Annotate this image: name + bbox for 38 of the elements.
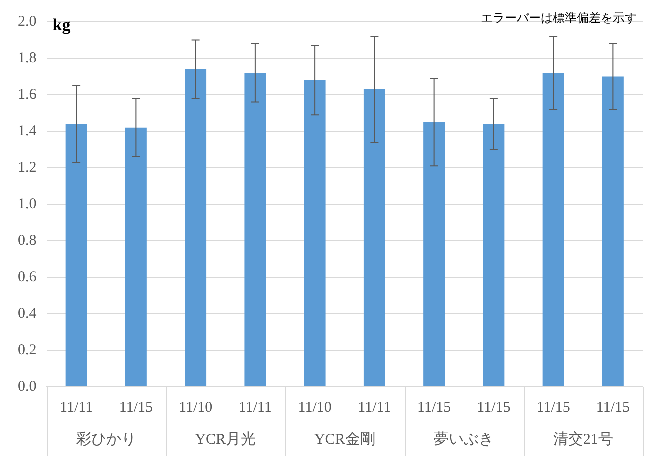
text: YCR金剛 — [314, 430, 376, 448]
bar — [244, 73, 266, 386]
x-tick-label: 11/15 — [596, 400, 630, 416]
bar — [66, 124, 88, 386]
x-tick-label: 11/11 — [238, 400, 272, 416]
x-tick-label: 11/10 — [298, 400, 332, 416]
x-tick-label: 11/15 — [536, 400, 570, 416]
y-tick-label: 1.0 — [18, 196, 37, 212]
x-tick-label: 11/11 — [60, 400, 94, 416]
x-tick-label: 11/15 — [477, 400, 511, 416]
bar — [424, 122, 446, 386]
text: 清交21号 — [553, 430, 614, 448]
y-axis-title: kg — [52, 15, 72, 34]
text: YCR月光 — [195, 430, 256, 448]
bar — [125, 128, 147, 386]
annotation: エラーバーは標準偏差を示す — [481, 11, 637, 26]
y-tick-label: 0.8 — [18, 232, 37, 249]
y-tick-label: 0.0 — [18, 378, 37, 395]
y-tick-label: 2.0 — [18, 14, 37, 30]
y-tick-label: 1.6 — [18, 86, 38, 103]
x-tick-label: 11/15 — [119, 400, 153, 416]
bar — [542, 73, 564, 386]
x-tick-label: 11/15 — [418, 400, 452, 416]
text: 夢いぶき — [434, 430, 494, 448]
y-tick-label: 1.2 — [18, 160, 37, 176]
y-tick-label: 0.6 — [18, 269, 38, 286]
y-tick-label: 1.8 — [18, 50, 37, 66]
bar — [602, 76, 624, 386]
bar — [364, 90, 386, 386]
x-tick-label: 11/10 — [179, 400, 213, 416]
bar — [304, 80, 326, 386]
y-tick-label: 0.4 — [18, 306, 38, 322]
x-tick-label: 11/11 — [358, 400, 392, 416]
y-tick-label: 1.4 — [18, 123, 38, 140]
text: 彩ひかり — [76, 430, 136, 448]
bar — [483, 124, 505, 386]
bar — [185, 69, 207, 386]
y-tick-label: 0.2 — [18, 342, 37, 358]
